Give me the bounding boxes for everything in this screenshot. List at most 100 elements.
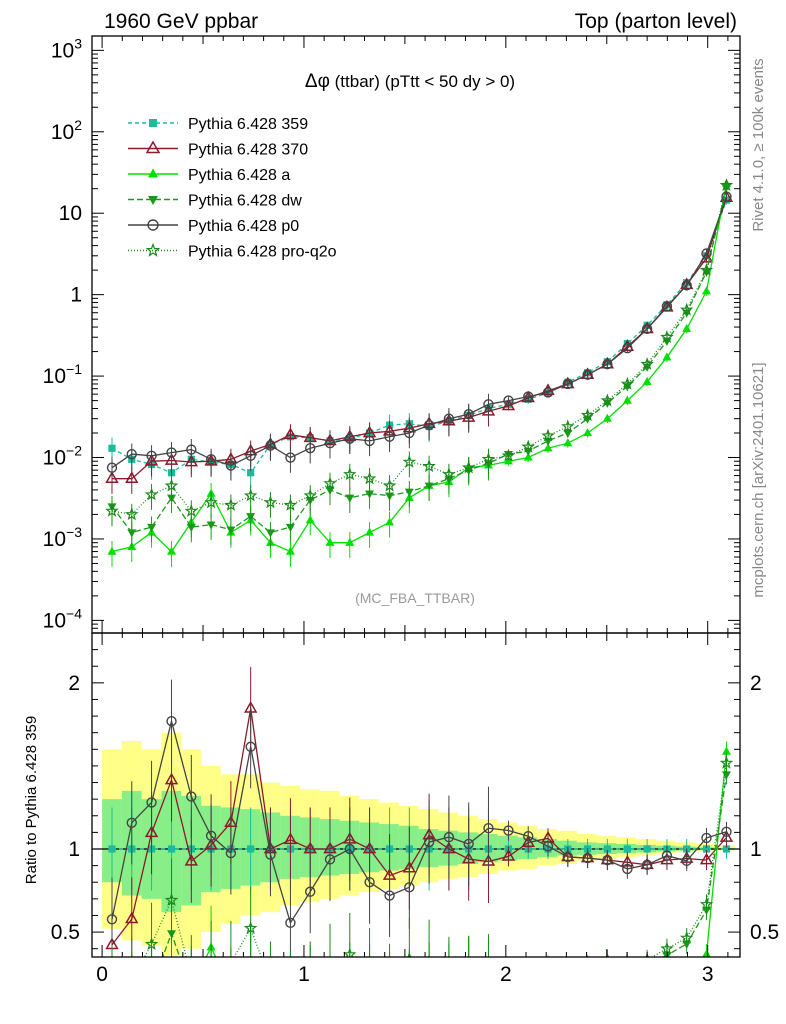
ratio-point xyxy=(643,845,651,853)
data-point xyxy=(325,537,335,546)
data-point xyxy=(283,427,298,440)
ratio-point xyxy=(125,911,139,924)
data-point xyxy=(285,523,295,533)
ratio-point xyxy=(523,831,534,842)
data-point xyxy=(463,409,474,420)
data-point xyxy=(622,342,633,354)
data-point xyxy=(424,482,434,491)
ratio-point xyxy=(463,838,474,850)
legend-entry: Pythia 6.428 p0 xyxy=(128,218,299,235)
ratio-point xyxy=(702,949,711,957)
ratio-point xyxy=(721,746,731,755)
data-point xyxy=(404,427,415,439)
rivet-label: Rivet 4.1.0, ≥ 100k events xyxy=(750,58,767,231)
y-tick-exponent: −4 xyxy=(66,605,82,621)
data-point xyxy=(224,498,238,511)
data-point xyxy=(580,408,595,422)
data-point xyxy=(443,413,455,424)
data-point xyxy=(382,478,397,492)
data-point xyxy=(343,467,357,481)
data-point xyxy=(701,286,711,295)
data-point xyxy=(345,537,355,546)
y-tick-exponent: −2 xyxy=(66,443,82,459)
y-tick-label: 103 xyxy=(51,35,82,62)
ratio-point xyxy=(701,832,712,844)
ratio-point xyxy=(243,921,258,935)
ratio-point xyxy=(384,890,395,901)
ratio-point xyxy=(225,847,237,859)
ratio-point xyxy=(661,850,673,861)
data-point xyxy=(481,452,496,466)
ratio-point xyxy=(719,755,734,769)
data-point xyxy=(422,459,436,473)
y-tick-label: 10−2 xyxy=(43,443,83,470)
y-tick-label: 10−4 xyxy=(43,605,83,632)
data-point xyxy=(167,546,177,555)
ratio-ylabel: Ratio to Pythia 6.428 359 xyxy=(23,716,40,884)
y-tick-mantissa: 10 xyxy=(43,528,66,551)
data-point xyxy=(164,478,179,492)
data-point xyxy=(503,395,514,406)
legend-marker xyxy=(148,196,158,205)
data-point xyxy=(126,448,137,460)
ratio-point xyxy=(542,841,554,852)
data-point xyxy=(285,452,296,463)
ratio-point xyxy=(443,831,455,843)
legend-label: Pythia 6.428 a xyxy=(188,167,290,184)
y-tick-mantissa: 10 xyxy=(59,202,82,225)
ratio-point xyxy=(324,854,336,865)
data-point xyxy=(205,454,217,465)
data-point xyxy=(225,460,237,471)
data-point xyxy=(147,523,157,533)
data-point xyxy=(622,395,632,404)
data-point xyxy=(404,488,414,497)
legend-marker xyxy=(145,140,161,154)
ratio-point xyxy=(722,845,731,853)
data-point xyxy=(660,330,674,344)
ratio-point xyxy=(679,930,694,944)
y-tick-exponent: −1 xyxy=(66,361,82,377)
data-point xyxy=(105,503,119,517)
data-point xyxy=(166,447,177,458)
y-tick-label: 10−3 xyxy=(43,524,83,551)
data-point xyxy=(283,498,298,511)
data-point xyxy=(640,357,654,370)
data-point xyxy=(364,435,375,447)
data-point xyxy=(583,428,593,437)
ratio-point xyxy=(660,941,674,955)
data-point xyxy=(385,517,395,526)
data-point xyxy=(127,529,137,538)
y-tick-label: 1 xyxy=(70,284,82,307)
ratio-point xyxy=(126,817,137,828)
data-point xyxy=(305,443,316,454)
data-point xyxy=(303,488,318,502)
data-point xyxy=(442,467,456,481)
ratio-point xyxy=(503,825,514,836)
ratio-point xyxy=(501,849,516,861)
data-point xyxy=(543,443,553,452)
data-point xyxy=(345,494,355,503)
data-point xyxy=(483,399,494,410)
ratio-point xyxy=(721,771,731,780)
data-point xyxy=(501,448,516,462)
ratio-y-tick-label: 1 xyxy=(68,838,80,861)
ratio-point xyxy=(641,859,653,871)
series-ratio-4 xyxy=(106,679,732,957)
data-point xyxy=(642,376,652,385)
data-point xyxy=(324,437,336,449)
data-point xyxy=(285,546,295,555)
data-point xyxy=(245,450,256,461)
data-point xyxy=(582,369,593,380)
legend-entry: Pythia 6.428 359 xyxy=(128,116,308,133)
data-point xyxy=(265,529,275,538)
mcplots-label: mcplots.cern.ch [arXiv:2401.10621] xyxy=(750,362,767,597)
series-main-4 xyxy=(106,191,732,483)
y-tick-exponent: 2 xyxy=(74,117,82,133)
ratio-point xyxy=(144,937,159,951)
legend-entry: Pythia 6.428 pro-q2o xyxy=(128,242,337,261)
header-left: 1960 GeV ppbar xyxy=(104,10,258,33)
data-point xyxy=(125,471,139,484)
series-main-5 xyxy=(105,178,734,530)
data-point xyxy=(108,444,116,452)
data-point xyxy=(461,460,476,474)
